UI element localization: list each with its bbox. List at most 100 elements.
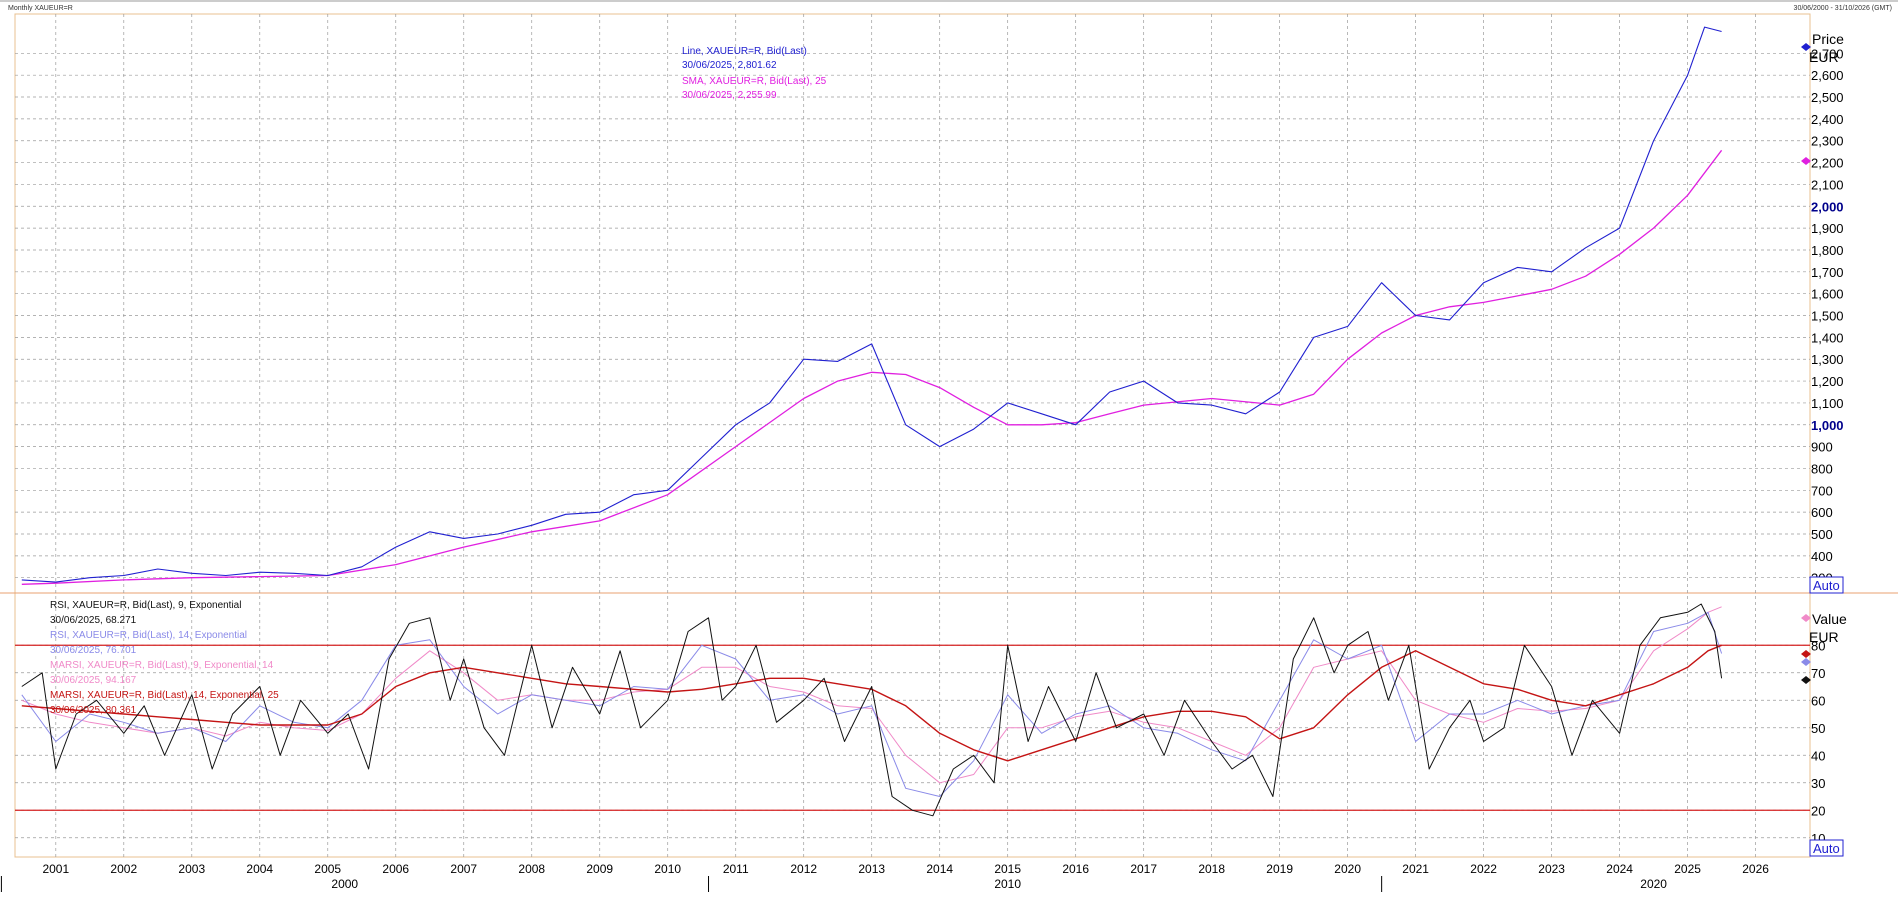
price-tick-label: 2,300 <box>1811 134 1844 149</box>
rsi-tick-label: 70 <box>1811 666 1825 681</box>
price-tick-label: 2,400 <box>1811 112 1844 127</box>
price-legend: Line, XAUEUR=R, Bid(Last) 30/06/2025, 2,8… <box>682 46 827 101</box>
time-axis[interactable]: 2001 2002 2003 2004 2005 2006 2007 2008 2009 2010… <box>0 862 1769 892</box>
year-tick-label: 2011 <box>723 862 749 876</box>
sma-marker-icon <box>1801 157 1811 165</box>
sma-series-line <box>21 149 1723 585</box>
rsi-legend-value: 30/06/2025, 68.271 <box>50 615 137 626</box>
rsi-tick-label: 80 <box>1811 638 1825 653</box>
year-tick-label: 2002 <box>110 862 137 876</box>
year-tick-label: 2018 <box>1198 862 1225 876</box>
price-gridlines <box>15 52 1810 579</box>
year-tick-label: 2022 <box>1470 862 1497 876</box>
decade-label: 2020 <box>1640 877 1667 891</box>
price-tick-label: 700 <box>1811 483 1833 498</box>
rsi14-marker-icon <box>1801 658 1811 666</box>
year-tick-label: 2019 <box>1266 862 1293 876</box>
price-tick-label: 900 <box>1811 440 1833 455</box>
window-title: Monthly XAUEUR=R <box>8 5 73 12</box>
year-tick-label: 2016 <box>1062 862 1089 876</box>
price-tick-label: 1,600 <box>1811 287 1844 302</box>
rsi-tick-label: 50 <box>1811 721 1825 736</box>
date-range-text: 30/06/2000 - 31/10/2026 (GMT) <box>1794 5 1892 12</box>
price-axis-title: Price <box>1812 31 1844 47</box>
price-axis-unit: EUR <box>1809 49 1839 65</box>
rsi-legend: RSI, XAUEUR=R, Bid(Last), 9, Exponential… <box>50 600 279 716</box>
rsi9-marker-icon <box>1801 676 1811 684</box>
rsi-legend-label: RSI, XAUEUR=R, Bid(Last), 9, Exponential <box>50 600 241 611</box>
rsi-series-group <box>21 603 1723 817</box>
year-tick-label: 2017 <box>1130 862 1157 876</box>
year-tick-label: 2003 <box>178 862 205 876</box>
price-tick-label: 600 <box>1811 505 1833 520</box>
year-tick-label: 2013 <box>858 862 885 876</box>
year-tick-label: 2023 <box>1538 862 1565 876</box>
price-tick-label: 1,400 <box>1811 330 1844 345</box>
decade-label: 2000 <box>331 877 358 891</box>
price-tick-label: 2,700 <box>1811 46 1844 61</box>
price-legend-value: 30/06/2025, 2,255.99 <box>682 90 777 101</box>
year-tick-label: 2006 <box>382 862 409 876</box>
year-tick-label: 2024 <box>1606 862 1633 876</box>
year-tick-label: 2020 <box>1334 862 1361 876</box>
marsi9-series-line <box>21 606 1722 784</box>
year-tick-label: 2005 <box>314 862 341 876</box>
rsi-axis-title: Value <box>1812 611 1847 627</box>
rsi-legend-label: MARSI, XAUEUR=R, Bid(Last), 14, Exponent… <box>50 690 279 701</box>
year-tick-label: 2001 <box>42 862 69 876</box>
marsi9-marker-icon <box>1801 614 1811 622</box>
price-series-group <box>21 26 1723 585</box>
decade-label: 2010 <box>994 877 1021 891</box>
price-tick-label: 500 <box>1811 527 1833 542</box>
year-tick-label: 2004 <box>246 862 273 876</box>
price-tick-label: 2,600 <box>1811 68 1844 83</box>
price-tick-label: 1,700 <box>1811 265 1844 280</box>
year-tick-label: 2007 <box>450 862 477 876</box>
rsi-legend-label: RSI, XAUEUR=R, Bid(Last), 14, Exponentia… <box>50 630 247 641</box>
price-auto-button[interactable] <box>1809 576 1844 594</box>
year-tick-label: 2010 <box>654 862 681 876</box>
price-auto-label: Auto <box>1813 578 1840 593</box>
price-legend-value: 30/06/2025, 2,801.62 <box>682 60 777 71</box>
marsi14-marker-icon <box>1801 650 1811 658</box>
rsi-legend-value: 30/06/2025, 94.167 <box>50 675 137 686</box>
rsi-tick-label: 40 <box>1811 748 1825 763</box>
rsi-legend-value: 30/06/2025, 76.701 <box>50 645 137 656</box>
price-tick-label: 2,100 <box>1811 177 1844 192</box>
year-tick-label: 2026 <box>1742 862 1769 876</box>
rsi-axis-unit: EUR <box>1809 629 1839 645</box>
price-tick-label: 400 <box>1811 549 1833 564</box>
rsi9-series-line <box>21 603 1723 817</box>
rsi-legend-label: MARSI, XAUEUR=R, Bid(Last), 9, Exponenti… <box>50 660 274 671</box>
rsi-auto-label: Auto <box>1813 841 1840 856</box>
year-tick-label: 2014 <box>926 862 953 876</box>
price-series-line <box>21 26 1722 583</box>
year-tick-label: 2008 <box>518 862 545 876</box>
price-tick-label: 1,200 <box>1811 374 1844 389</box>
rsi-tick-label: 60 <box>1811 693 1825 708</box>
year-tick-label: 2015 <box>994 862 1021 876</box>
price-tick-label: 1,800 <box>1811 243 1844 258</box>
price-legend-label: Line, XAUEUR=R, Bid(Last) <box>682 46 807 57</box>
vertical-gridlines <box>55 14 1756 857</box>
year-tick-label: 2021 <box>1402 862 1429 876</box>
price-tick-label: 1,000 <box>1811 418 1844 433</box>
year-tick-label: 2025 <box>1674 862 1701 876</box>
marsi14-series-line <box>21 644 1722 762</box>
price-tick-label: 2,200 <box>1811 156 1844 171</box>
price-tick-label: 1,100 <box>1811 396 1844 411</box>
rsi-axis-header: Value EUR Auto <box>1801 611 1847 857</box>
price-tick-label: 1,900 <box>1811 221 1844 236</box>
price-legend-label: SMA, XAUEUR=R, Bid(Last), 25 <box>682 76 827 87</box>
price-tick-label: 1,500 <box>1811 309 1844 324</box>
price-tick-label: 2,500 <box>1811 90 1844 105</box>
rsi-auto-button[interactable] <box>1809 839 1844 857</box>
year-tick-label: 2012 <box>790 862 817 876</box>
rsi-tick-label: 20 <box>1811 803 1825 818</box>
rsi-tick-label: 30 <box>1811 776 1825 791</box>
price-axis[interactable]: 3004005006007008009001,0001,1001,2001,30… <box>1811 46 1844 585</box>
price-tick-label: 2,000 <box>1811 199 1844 214</box>
